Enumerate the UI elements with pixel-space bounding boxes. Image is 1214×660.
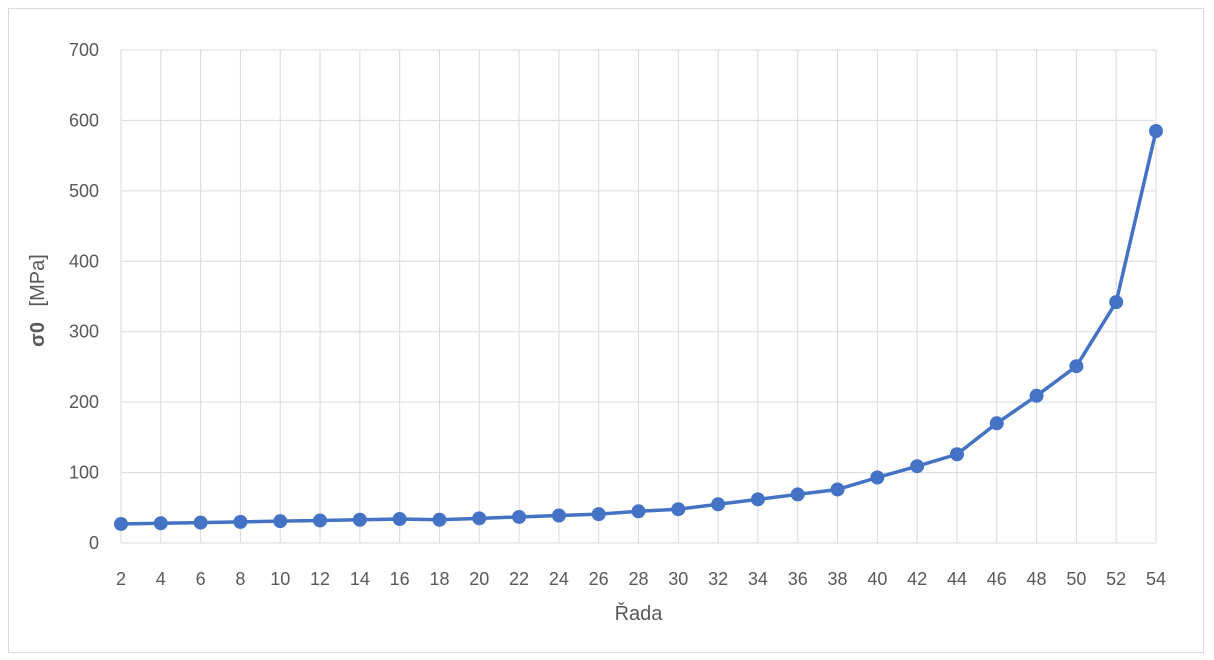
y-tick-label: 500 — [69, 181, 99, 201]
data-point-28 — [631, 504, 646, 519]
y-axis-tick-labels: 0 100 200 300 400 500 600 700 — [69, 40, 99, 553]
x-tick-label: 38 — [828, 569, 848, 589]
data-point-54 — [1149, 123, 1163, 138]
y-tick-label: 600 — [69, 110, 99, 130]
x-tick-label: 18 — [429, 569, 449, 589]
x-tick-label: 28 — [628, 569, 648, 589]
y-axis-title-symbol: σ0 — [27, 322, 49, 347]
data-point-48 — [1029, 388, 1044, 403]
y-tick-label: 300 — [69, 322, 99, 342]
chart-area — [8, 8, 1204, 653]
data-point-18 — [432, 512, 447, 527]
data-point-50 — [1069, 359, 1084, 374]
x-tick-label: 32 — [708, 569, 728, 589]
data-point-24 — [551, 508, 566, 523]
series-sigma0 — [114, 123, 1163, 531]
data-point-20 — [472, 511, 487, 526]
x-tick-label: 40 — [867, 569, 887, 589]
x-tick-label: 52 — [1106, 569, 1126, 589]
x-tick-label: 20 — [469, 569, 489, 589]
data-point-12 — [313, 513, 328, 528]
x-tick-label: 46 — [987, 569, 1007, 589]
data-point-4 — [153, 516, 168, 531]
y-tick-label: 400 — [69, 251, 99, 271]
y-tick-label: 0 — [89, 533, 99, 553]
x-tick-label: 16 — [390, 569, 410, 589]
x-tick-label: 6 — [196, 569, 206, 589]
data-point-16 — [392, 512, 407, 527]
data-point-26 — [591, 507, 606, 522]
x-tick-label: 50 — [1066, 569, 1086, 589]
x-tick-label: 8 — [235, 569, 245, 589]
data-point-2 — [114, 516, 128, 531]
x-tick-label: 4 — [156, 569, 166, 589]
data-point-30 — [671, 502, 686, 517]
x-tick-label: 22 — [509, 569, 529, 589]
x-tick-label: 14 — [350, 569, 370, 589]
x-tick-label: 2 — [116, 569, 126, 589]
data-point-40 — [870, 470, 885, 485]
x-tick-label: 44 — [947, 569, 967, 589]
data-point-22 — [512, 509, 527, 524]
y-tick-label: 200 — [69, 392, 99, 412]
y-tick-label: 100 — [69, 463, 99, 483]
x-tick-label: 42 — [907, 569, 927, 589]
data-point-14 — [352, 512, 367, 527]
data-point-34 — [750, 492, 765, 507]
x-tick-label: 26 — [589, 569, 609, 589]
x-axis-title: Řada — [615, 602, 664, 625]
x-tick-label: 34 — [748, 569, 768, 589]
y-tick-label: 700 — [69, 40, 99, 60]
data-point-52 — [1109, 295, 1124, 310]
data-point-8 — [233, 514, 248, 529]
x-axis-tick-labels: 2 4 6 8 10 12 14 16 18 20 22 24 26 28 30 32 34 36 38 40 42 44… — [116, 569, 1166, 589]
data-point-44 — [949, 447, 964, 462]
x-tick-label: 36 — [788, 569, 808, 589]
x-tick-label: 12 — [310, 569, 330, 589]
gridlines — [120, 49, 1157, 544]
x-tick-label: 10 — [270, 569, 290, 589]
data-point-10 — [273, 514, 288, 529]
data-point-38 — [830, 482, 845, 497]
y-axis-title-unit: [MPa] — [27, 254, 49, 306]
x-tick-label: 24 — [549, 569, 569, 589]
x-tick-label: 54 — [1146, 569, 1166, 589]
x-tick-label: 48 — [1027, 569, 1047, 589]
x-tick-label: 30 — [668, 569, 688, 589]
data-point-6 — [193, 515, 208, 530]
data-point-46 — [989, 416, 1004, 431]
data-point-32 — [711, 497, 726, 512]
data-point-42 — [910, 459, 925, 474]
y-axis-title: σ0 [MPa] — [27, 254, 49, 347]
data-point-36 — [790, 487, 805, 502]
